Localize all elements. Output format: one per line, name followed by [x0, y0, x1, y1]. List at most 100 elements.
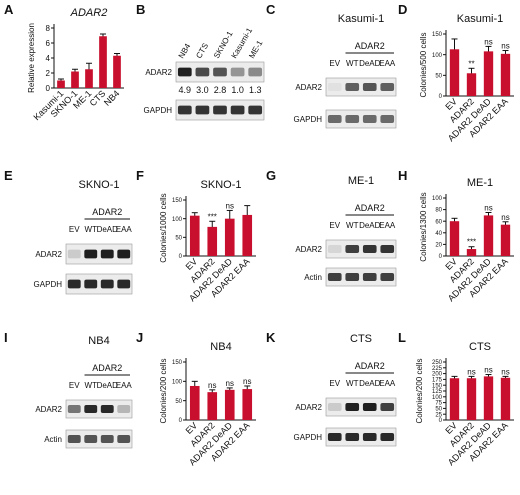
blot-band — [380, 403, 395, 411]
y-axis-label: Colonies/1300 cells — [419, 192, 428, 261]
blot-band — [213, 105, 227, 115]
y-tick-label: 40 — [435, 231, 442, 237]
lane-label: EAA — [379, 59, 396, 68]
blot-band — [100, 279, 114, 289]
blot-row-label: ADAR2 — [35, 405, 62, 414]
y-tick-label: 150 — [172, 198, 183, 204]
y-tick-label: 250 — [432, 360, 443, 366]
blot-band — [100, 405, 114, 413]
bar — [500, 224, 511, 256]
y-tick-label: 50 — [175, 399, 182, 405]
blot-band — [327, 403, 342, 411]
y-tick-label: 75 — [435, 401, 442, 407]
significance-label: ** — [468, 59, 474, 68]
panel-label-a: A — [4, 2, 14, 17]
blot-strip — [65, 429, 133, 449]
significance-label: ns — [467, 367, 475, 376]
bar — [99, 36, 107, 88]
y-tick-label: 100 — [432, 196, 443, 202]
bar — [57, 80, 65, 88]
y-tick-label: 225 — [432, 366, 443, 372]
y-tick-label: 8 — [46, 24, 51, 33]
bar — [449, 49, 460, 96]
bar — [71, 71, 79, 88]
y-tick-label: 100 — [172, 217, 183, 223]
chart-title: ADAR2 — [70, 7, 108, 19]
y-tick-label: 50 — [435, 407, 442, 413]
blot-band — [230, 67, 245, 77]
significance-label: ns — [484, 204, 492, 213]
blot-row-label: ADAR2 — [295, 403, 322, 412]
y-tick-label: 4 — [46, 54, 51, 63]
blot-band — [230, 105, 245, 115]
y-tick-label: 0 — [439, 254, 443, 260]
bar — [483, 51, 494, 96]
blot-strip — [325, 427, 397, 447]
blot-band — [117, 435, 131, 443]
blot-band — [345, 83, 360, 91]
blot-band — [362, 115, 377, 123]
significance-label: ns — [208, 381, 216, 390]
panel-label-j: J — [136, 330, 144, 345]
blot-row-label: ADAR2 — [35, 250, 62, 259]
blot-title: NB4 — [88, 335, 109, 347]
blot-quant-value: 1.3 — [249, 85, 262, 95]
blot-band — [345, 403, 360, 411]
significance-label: ns — [484, 366, 492, 375]
blot-band — [380, 83, 395, 91]
lane-label: EAA — [379, 221, 396, 230]
blot-band — [380, 273, 395, 281]
blot-band — [362, 83, 377, 91]
y-tick-label: 200 — [432, 372, 443, 378]
significance-label: ns — [501, 42, 509, 51]
bar — [449, 221, 460, 256]
y-tick-label: 80 — [435, 208, 442, 214]
blot-row-label: GAPDH — [294, 115, 323, 124]
blot-group-label: ADAR2 — [92, 363, 122, 373]
blot-group-label: ADAR2 — [92, 207, 122, 217]
lane-label: DeAD — [359, 59, 381, 68]
blot-title: ME-1 — [348, 175, 374, 187]
lane-label: WT — [346, 221, 359, 230]
y-tick-label: 125 — [432, 389, 443, 395]
blot-band — [84, 249, 98, 259]
y-tick-label: 100 — [432, 53, 443, 59]
blot-band — [67, 249, 81, 259]
blot-strip — [325, 397, 397, 417]
y-tick-label: 150 — [172, 360, 183, 366]
blot-group-label: ADAR2 — [355, 41, 385, 51]
significance-label: ns — [484, 37, 492, 46]
bar — [189, 385, 200, 420]
lane-label: WT — [85, 225, 98, 234]
blot-band — [213, 67, 227, 77]
significance-label: ns — [501, 213, 509, 222]
y-tick-label: 0 — [179, 418, 183, 424]
panel-label-l: L — [398, 330, 406, 345]
bar — [483, 215, 494, 256]
y-tick-label: 175 — [432, 378, 443, 384]
panel-label-c: C — [266, 2, 276, 17]
chart-title: SKNO-1 — [201, 179, 242, 191]
panel-label-k: K — [266, 330, 276, 345]
blot-row-label: ADAR2 — [295, 83, 322, 92]
bar — [207, 226, 218, 256]
blot-band — [84, 279, 98, 289]
blot-band — [67, 435, 81, 443]
blot-band — [345, 433, 360, 441]
lane-label: EV — [329, 221, 340, 230]
blot-band — [100, 435, 114, 443]
lane-label: EAA — [116, 225, 133, 234]
blot-row-label: GAPDH — [294, 433, 323, 442]
y-tick-label: 20 — [435, 243, 442, 249]
blot-band — [195, 67, 210, 77]
y-tick-label: 50 — [175, 235, 182, 241]
y-tick-label: 150 — [432, 383, 443, 389]
blot-band — [380, 245, 395, 253]
y-axis-label: Relative expression — [27, 23, 36, 93]
blot-title: SKNO-1 — [79, 179, 120, 191]
